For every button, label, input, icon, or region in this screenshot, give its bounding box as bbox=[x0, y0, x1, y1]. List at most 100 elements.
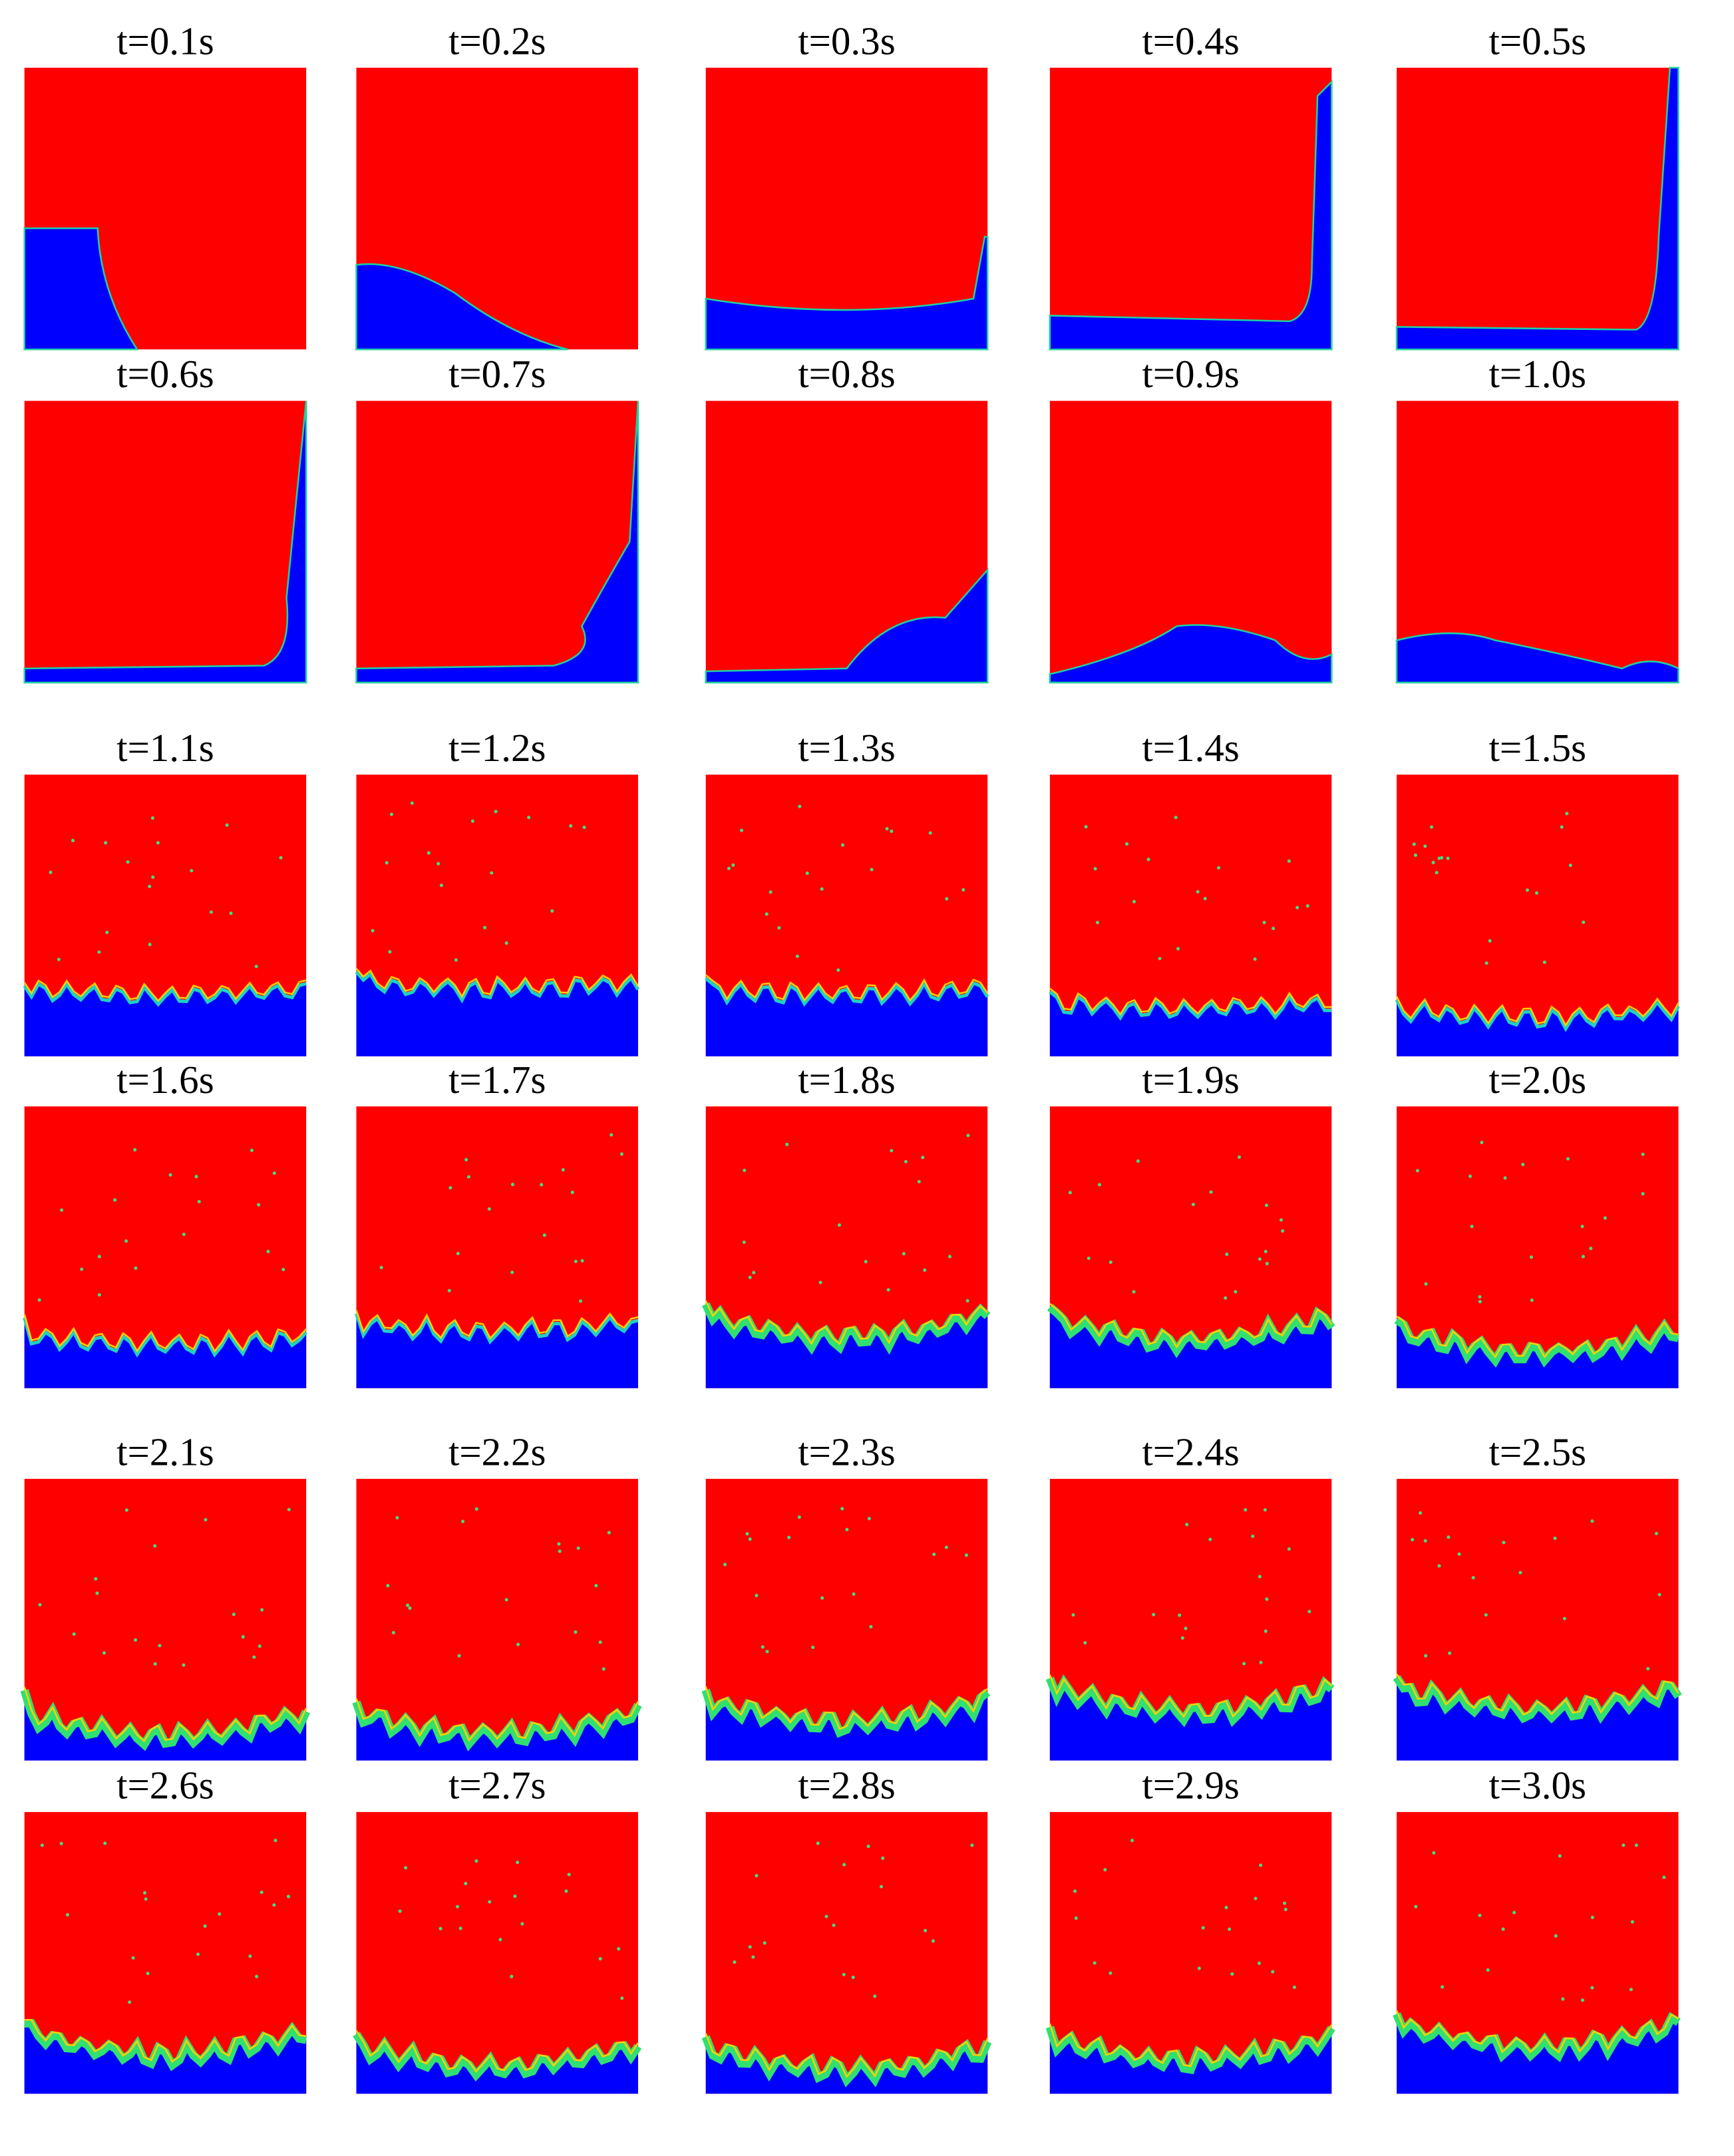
droplet bbox=[1471, 1576, 1475, 1580]
panel bbox=[23, 67, 307, 351]
droplet bbox=[1424, 1282, 1428, 1286]
droplet bbox=[209, 910, 214, 914]
droplet bbox=[1646, 1666, 1650, 1671]
droplet bbox=[466, 1175, 470, 1179]
panel bbox=[1394, 1106, 1679, 1388]
panel bbox=[355, 1106, 639, 1388]
droplet bbox=[455, 1905, 460, 1909]
droplet bbox=[748, 1945, 752, 1949]
water-region bbox=[705, 2036, 988, 2094]
interface bbox=[23, 981, 307, 1007]
water-region bbox=[23, 400, 307, 684]
droplet bbox=[1437, 1564, 1441, 1568]
droplet bbox=[131, 1956, 135, 1960]
droplet bbox=[182, 1663, 186, 1667]
interface bbox=[701, 2035, 992, 2087]
droplet bbox=[1176, 947, 1180, 951]
droplet bbox=[204, 1517, 208, 1522]
water-region bbox=[1049, 1678, 1332, 1761]
droplet bbox=[1228, 1927, 1232, 1931]
droplet bbox=[143, 1891, 147, 1895]
panel bbox=[24, 1811, 307, 2094]
droplet bbox=[80, 1267, 84, 1271]
droplet bbox=[196, 1952, 200, 1956]
droplet bbox=[870, 867, 874, 871]
droplet bbox=[1470, 1225, 1474, 1229]
droplet bbox=[928, 831, 932, 835]
droplet bbox=[1488, 939, 1492, 943]
droplet bbox=[777, 926, 781, 930]
panel bbox=[701, 1811, 992, 2094]
droplet bbox=[1087, 1256, 1091, 1261]
droplet bbox=[904, 1159, 908, 1163]
panel-label: t=2.2s bbox=[448, 1430, 546, 1474]
droplet bbox=[1423, 844, 1427, 848]
droplet bbox=[1484, 1613, 1488, 1617]
droplet bbox=[38, 1603, 42, 1607]
water-region bbox=[23, 227, 139, 351]
droplet bbox=[133, 1148, 137, 1152]
interface-edge bbox=[24, 2019, 307, 2063]
droplet bbox=[540, 1183, 544, 1187]
droplet bbox=[516, 1642, 520, 1646]
droplet bbox=[113, 1198, 117, 1202]
droplet bbox=[845, 1527, 849, 1531]
droplet bbox=[1071, 1613, 1075, 1617]
droplet bbox=[483, 925, 487, 929]
water-region bbox=[1395, 632, 1679, 684]
panel-label: t=1.5s bbox=[1489, 726, 1586, 770]
droplet bbox=[371, 929, 375, 933]
droplet bbox=[391, 1630, 395, 1634]
droplet bbox=[567, 1873, 571, 1877]
droplet bbox=[1562, 1617, 1566, 1620]
droplet bbox=[40, 1843, 44, 1847]
droplet bbox=[818, 1281, 822, 1285]
interface bbox=[1393, 2012, 1681, 2063]
droplet bbox=[1264, 1629, 1268, 1633]
interface-edge bbox=[1049, 1674, 1333, 1718]
interface bbox=[701, 1688, 991, 1738]
droplet bbox=[398, 1909, 402, 1913]
droplet bbox=[1224, 1905, 1228, 1909]
droplet bbox=[158, 1644, 162, 1648]
droplet bbox=[1271, 1970, 1275, 1974]
droplet bbox=[197, 1199, 201, 1203]
droplet bbox=[866, 1845, 870, 1849]
interface-edge bbox=[355, 1698, 639, 1742]
droplet bbox=[1565, 812, 1569, 816]
water-region bbox=[1396, 1677, 1679, 1761]
droplet bbox=[944, 1545, 948, 1549]
droplet bbox=[1480, 1140, 1484, 1144]
air-region bbox=[1049, 67, 1332, 350]
interface bbox=[1045, 2026, 1335, 2075]
droplet bbox=[104, 841, 108, 845]
panel-label: t=0.6s bbox=[116, 352, 214, 396]
droplet bbox=[1561, 1997, 1565, 2001]
droplet bbox=[1185, 1523, 1189, 1527]
droplet bbox=[1259, 1660, 1263, 1664]
water-region bbox=[355, 400, 639, 684]
droplet bbox=[965, 1299, 969, 1303]
droplet bbox=[1103, 1868, 1107, 1872]
droplet bbox=[558, 1549, 562, 1553]
panel-label: t=0.7s bbox=[448, 352, 546, 396]
droplet bbox=[1580, 1998, 1585, 2002]
droplet bbox=[1197, 1966, 1201, 1970]
droplet bbox=[1435, 871, 1439, 875]
droplet bbox=[126, 860, 130, 864]
panel bbox=[705, 774, 989, 1056]
panel bbox=[355, 774, 640, 1056]
droplet bbox=[820, 887, 824, 891]
panel-label: t=2.1s bbox=[116, 1430, 214, 1474]
panel bbox=[1045, 1811, 1335, 2094]
panel-label: t=0.4s bbox=[1142, 19, 1239, 63]
droplet bbox=[404, 1866, 408, 1870]
droplet bbox=[279, 855, 283, 859]
droplet bbox=[1657, 1593, 1661, 1597]
droplet bbox=[1542, 960, 1546, 965]
interface bbox=[23, 1317, 308, 1358]
droplet bbox=[182, 1232, 186, 1237]
droplet bbox=[755, 1874, 759, 1878]
droplet bbox=[1068, 1191, 1072, 1195]
droplet bbox=[1629, 1988, 1633, 1992]
